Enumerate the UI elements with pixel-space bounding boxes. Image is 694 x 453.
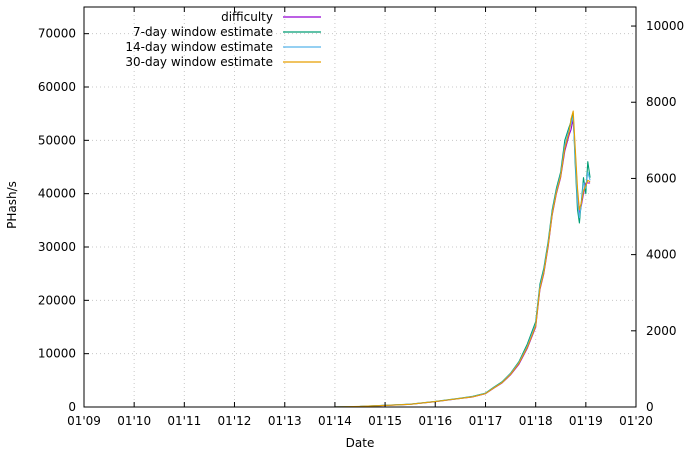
x-tick-label: 01'15	[368, 414, 402, 428]
y2-tick-label: 8000	[646, 95, 677, 109]
plot-frame	[83, 6, 637, 408]
x-tick-label: 01'18	[519, 414, 553, 428]
y2-tick-label: 0	[646, 400, 654, 414]
legend-label: difficulty	[221, 10, 273, 24]
y2-tick-label: 2000	[646, 324, 677, 338]
y-tick-label: 60000	[38, 80, 76, 94]
y-axis-title: PHash/s	[5, 181, 19, 229]
y-axis-right: 0 2000 4000 6000 8000 10000	[631, 19, 684, 414]
x-axis-title: Date	[346, 436, 375, 450]
x-tick-label: 01'17	[469, 414, 503, 428]
y-tick-label: 30000	[38, 240, 76, 254]
x-axis: 01'09 01'10 01'11 01'12 01'13 01'14 01'15 01'16…	[67, 7, 653, 428]
series-line	[334, 115, 591, 408]
legend-label: 7-day window estimate	[133, 25, 273, 39]
x-tick-label: 01'11	[167, 414, 201, 428]
y2-tick-label: 10000	[646, 19, 684, 33]
legend-label: 30-day window estimate	[125, 55, 273, 69]
x-tick-label: 01'09	[67, 414, 101, 428]
y2-tick-label: 4000	[646, 248, 677, 262]
y-tick-label: 40000	[38, 187, 76, 201]
legend-label: 14-day window estimate	[125, 40, 273, 54]
y2-tick-label: 6000	[646, 171, 677, 185]
x-tick-label: 01'10	[117, 414, 151, 428]
grid	[84, 7, 636, 407]
series-lines	[334, 110, 591, 408]
y-axis-left: 0 10000 20000 30000 40000 50000 60000 70000	[38, 27, 89, 414]
x-tick-label: 01'14	[318, 414, 352, 428]
y-tick-label: 0	[68, 400, 76, 414]
x-tick-label: 01'19	[569, 414, 603, 428]
y-tick-label: 70000	[38, 27, 76, 41]
x-tick-label: 01'12	[218, 414, 252, 428]
series-line	[334, 113, 591, 408]
series-line	[334, 118, 591, 408]
x-tick-label: 01'16	[418, 414, 452, 428]
y-tick-label: 50000	[38, 133, 76, 147]
series-line	[334, 110, 591, 408]
x-tick-label: 01'13	[268, 414, 302, 428]
y-tick-label: 20000	[38, 293, 76, 307]
y-tick-label: 10000	[38, 347, 76, 361]
x-tick-label: 01'20	[619, 414, 653, 428]
